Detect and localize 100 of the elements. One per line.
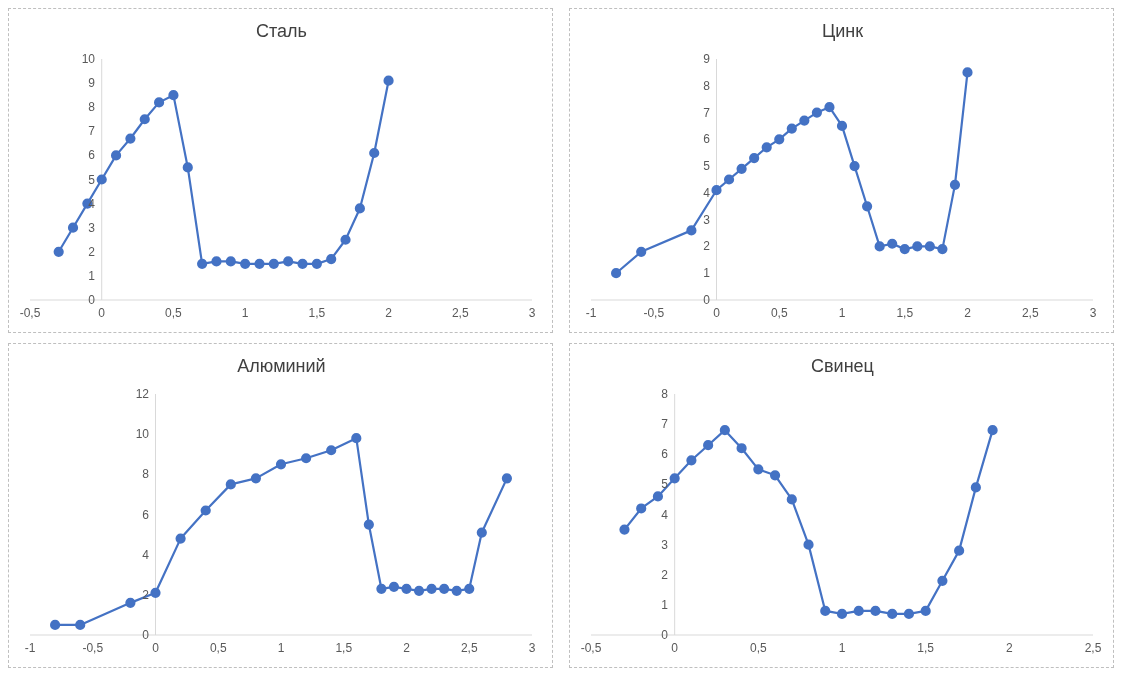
point xyxy=(870,605,881,616)
y-tick-label: 8 xyxy=(703,78,711,93)
point xyxy=(820,605,831,616)
point xyxy=(769,470,781,481)
point xyxy=(326,445,337,456)
y-tick-label: 9 xyxy=(88,76,96,91)
point xyxy=(275,459,287,470)
point xyxy=(954,545,965,556)
y-tick-label: 10 xyxy=(81,52,96,66)
x-tick-label: -0,5 xyxy=(19,305,41,320)
point xyxy=(110,150,122,161)
point xyxy=(652,491,664,502)
y-tick-label: 12 xyxy=(135,387,150,401)
point xyxy=(686,225,697,236)
x-tick-label: 2,5 xyxy=(451,305,469,320)
x-tick-label: 2,5 xyxy=(460,640,478,655)
x-tick-label: -0,5 xyxy=(643,305,665,320)
y-tick-label: 10 xyxy=(135,427,150,442)
point xyxy=(301,453,312,464)
y-tick-label: 7 xyxy=(661,417,669,432)
point xyxy=(723,174,735,185)
point xyxy=(175,533,186,544)
x-tick-label: 2 xyxy=(403,640,411,655)
point xyxy=(749,152,760,164)
point xyxy=(903,608,915,620)
point xyxy=(240,258,251,269)
x-tick-label: 0,5 xyxy=(165,305,183,320)
y-tick-label: 3 xyxy=(703,212,711,227)
point xyxy=(50,619,61,631)
y-tick-label: 5 xyxy=(703,159,711,174)
x-tick-label: 2 xyxy=(964,305,972,320)
point xyxy=(920,605,931,616)
point xyxy=(439,583,450,594)
point xyxy=(736,443,747,454)
chart-title: Алюминий xyxy=(236,356,327,377)
point xyxy=(464,583,475,594)
y-tick-label: 0 xyxy=(142,628,150,642)
point xyxy=(369,147,380,159)
chart-title: Свинец xyxy=(810,356,875,377)
y-tick-label: 1 xyxy=(88,268,96,283)
y-tick-label: 8 xyxy=(661,387,669,401)
x-tick-label: -1 xyxy=(24,640,36,655)
point xyxy=(168,90,179,101)
x-tick-label: 0 xyxy=(713,305,721,320)
y-tick-label: 1 xyxy=(703,266,711,281)
point xyxy=(351,433,362,444)
point xyxy=(786,494,797,505)
point xyxy=(182,162,193,173)
point xyxy=(786,123,797,134)
point xyxy=(736,163,747,174)
point xyxy=(283,256,294,267)
point xyxy=(924,241,935,252)
point xyxy=(451,585,462,596)
y-tick-label: 6 xyxy=(142,507,150,522)
y-tick-label: 7 xyxy=(703,105,711,120)
point xyxy=(669,473,680,484)
y-tick-label: 6 xyxy=(703,132,711,147)
x-tick-label: 0 xyxy=(98,305,106,320)
point xyxy=(753,464,764,475)
point xyxy=(268,258,279,269)
point xyxy=(401,583,412,594)
point xyxy=(139,114,150,125)
y-tick-label: 3 xyxy=(88,220,96,235)
y-tick-label: 0 xyxy=(88,293,96,307)
x-tick-label: 3 xyxy=(1089,305,1097,320)
point xyxy=(970,482,981,493)
y-tick-label: 6 xyxy=(88,148,96,163)
point xyxy=(383,75,394,86)
point xyxy=(67,222,79,233)
point xyxy=(636,503,647,514)
point xyxy=(326,253,337,265)
point xyxy=(476,527,487,538)
point xyxy=(799,115,810,126)
y-tick-label: 5 xyxy=(88,172,96,187)
y-tick-label: 4 xyxy=(703,185,711,200)
point xyxy=(887,238,898,249)
x-tick-label: 1 xyxy=(838,640,846,655)
y-tick-label: 6 xyxy=(661,447,669,462)
x-tick-label: 2 xyxy=(1005,640,1013,655)
point xyxy=(200,505,211,516)
point xyxy=(836,608,848,620)
point xyxy=(937,575,948,586)
y-tick-label: 4 xyxy=(142,547,150,562)
point xyxy=(703,440,714,451)
x-tick-label: 0,5 xyxy=(770,305,788,320)
x-tick-label: -1 xyxy=(585,305,597,320)
point xyxy=(150,587,161,598)
point xyxy=(887,608,898,620)
point xyxy=(426,583,437,594)
x-tick-label: 1,5 xyxy=(896,305,914,320)
x-tick-label: -0,5 xyxy=(580,640,602,655)
point xyxy=(354,203,365,214)
point xyxy=(211,256,222,267)
point xyxy=(413,585,425,596)
point xyxy=(803,539,814,550)
point xyxy=(501,473,512,484)
x-tick-label: 1,5 xyxy=(308,305,326,320)
point xyxy=(849,161,860,172)
x-tick-label: 0 xyxy=(671,640,679,655)
point xyxy=(962,67,973,78)
